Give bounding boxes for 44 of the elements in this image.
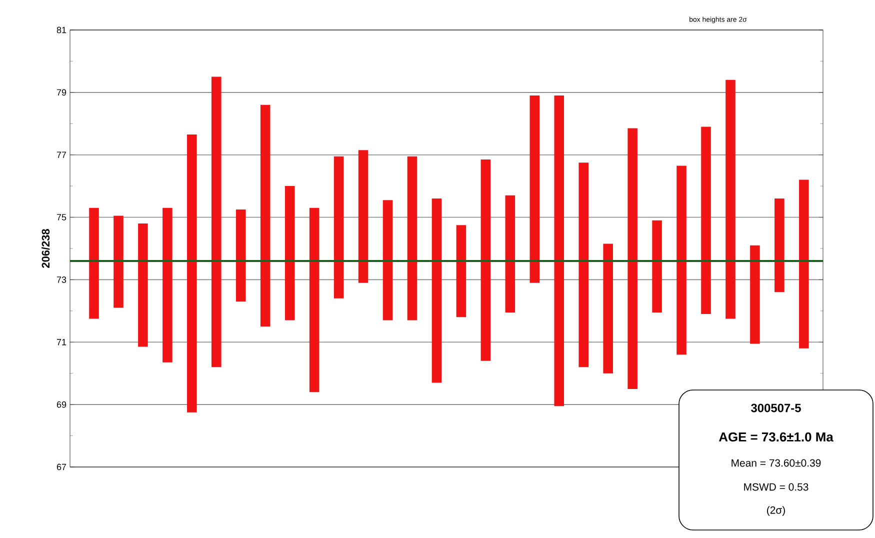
y-tick-label: 71 (56, 339, 66, 346)
bar (407, 156, 418, 320)
annotation: 300507-5 (751, 404, 801, 412)
y-tick-label: 79 (56, 89, 66, 96)
y-tick-label: 73 (56, 276, 66, 283)
bar (187, 134, 197, 412)
y-axis-title: 206/238 (42, 229, 50, 268)
bar (382, 200, 393, 320)
bar (726, 80, 736, 319)
bar (530, 96, 540, 283)
bar (334, 156, 344, 298)
y-tick-label: 75 (56, 214, 66, 220)
bar (774, 198, 784, 292)
bar (652, 220, 662, 312)
annotation: AGE = 73.6±1.0 Ma (718, 432, 834, 442)
bar (260, 104, 270, 327)
text: (2σ) (767, 506, 785, 516)
bar (284, 186, 295, 320)
bar (799, 180, 809, 348)
y-tick-label: 77 (56, 152, 66, 158)
bar (358, 150, 368, 283)
bar (750, 245, 760, 344)
annotation: Mean = 73.60±0.39 (732, 459, 821, 467)
y-tick-label: 81 (56, 26, 66, 34)
bar (89, 208, 99, 319)
bar (480, 160, 491, 361)
bar (114, 216, 124, 308)
bar (432, 198, 442, 383)
bar (236, 209, 246, 302)
bar (505, 195, 516, 312)
bar (578, 162, 588, 368)
bar (628, 128, 638, 389)
bar (701, 126, 711, 314)
bar (676, 166, 686, 355)
bar (138, 224, 148, 347)
y-tick-label: 67 (56, 464, 66, 470)
text: MSWD = 0.53 (744, 483, 808, 491)
bar (603, 244, 613, 374)
y-tick-label: 69 (56, 401, 66, 408)
bar (309, 208, 320, 392)
bar (554, 96, 564, 406)
bar (456, 225, 466, 318)
bar (212, 76, 222, 368)
bar (162, 208, 172, 362)
